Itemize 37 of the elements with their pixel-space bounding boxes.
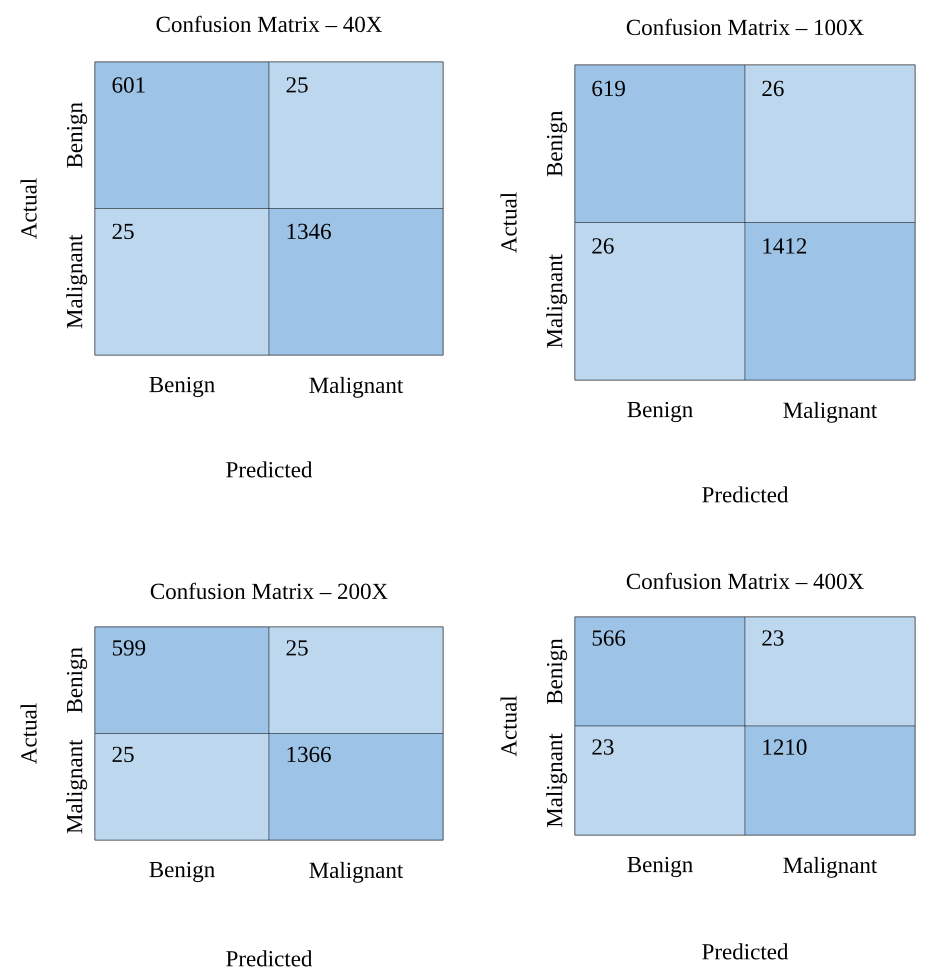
chart-title: Confusion Matrix – 200X (150, 582, 388, 600)
chart-title: Confusion Matrix – 100X (626, 18, 864, 36)
x-tick-label: Benign (149, 862, 215, 882)
data-label: 1346 (288, 224, 331, 240)
x-tick-label: Benign (627, 856, 693, 878)
chart-title: Confusion Matrix – 400X (626, 572, 864, 590)
y-axis-title: Actual (20, 703, 37, 764)
data-label: 1366 (288, 746, 331, 762)
y-tick-label: Malignant (66, 234, 88, 328)
data-label: 599 (112, 640, 146, 656)
y-tick-label: Benign (66, 647, 88, 713)
data-label: 1412 (763, 238, 806, 254)
data-label: 26 (762, 80, 784, 96)
x-axis-title: Predicted (702, 943, 788, 960)
x-tick-label: Malignant (783, 856, 878, 878)
data-label: 23 (592, 739, 614, 755)
y-axis-title: Actual (500, 696, 517, 756)
data-label: 25 (286, 77, 308, 93)
data-label: 23 (762, 630, 784, 646)
data-label: 566 (592, 630, 626, 646)
data-label: 25 (112, 224, 134, 240)
x-axis-title: Predicted (226, 950, 312, 966)
x-axis-title: Predicted (702, 486, 788, 502)
y-tick-label: Benign (546, 110, 568, 176)
data-label: 25 (286, 640, 308, 656)
y-tick-label: Benign (546, 638, 568, 704)
y-axis-title: Actual (20, 178, 37, 239)
data-label: 25 (112, 746, 134, 762)
data-label: 26 (592, 238, 614, 254)
data-label: 601 (112, 77, 145, 93)
x-axis-title: Predicted (226, 461, 312, 478)
data-label: 619 (592, 80, 625, 96)
x-tick-label: Malignant (309, 862, 404, 883)
data-label: 1210 (763, 739, 806, 755)
y-tick-label: Benign (66, 102, 88, 168)
y-axis-title: Actual (500, 192, 517, 253)
chart-title: Confusion Matrix – 40X (156, 16, 382, 32)
